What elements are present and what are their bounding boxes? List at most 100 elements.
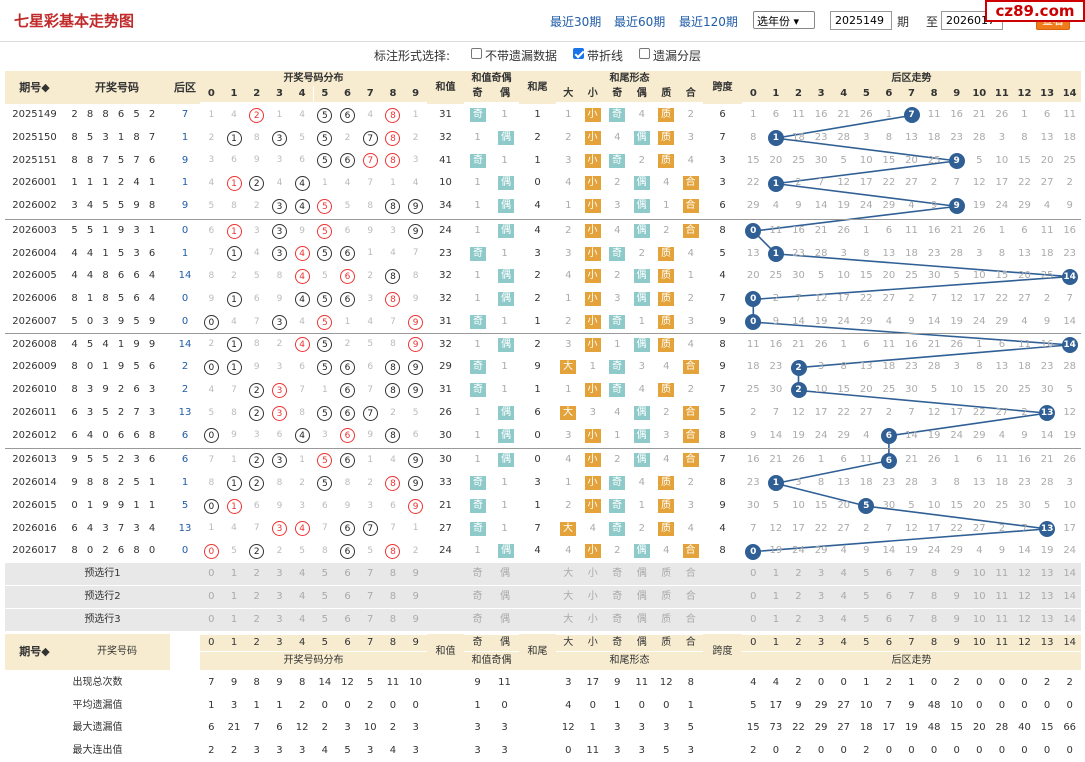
preselect-shape: 奇 xyxy=(612,568,623,579)
preselect-shape: 大 xyxy=(563,568,574,579)
tail-cell: 0 xyxy=(534,429,541,441)
sum-cell: 31 xyxy=(439,315,452,327)
preselect-back: 4 xyxy=(840,591,847,602)
tail-shape-tag: 合 xyxy=(682,453,699,468)
tail-shape-header: 和尾形态 xyxy=(556,71,703,86)
stat-dist: 4 xyxy=(321,744,329,756)
back-trend-miss: 13 xyxy=(905,131,918,143)
draw-digit: 1 xyxy=(117,338,125,350)
back-trend-miss: 2 xyxy=(1021,406,1028,418)
from-period-input[interactable]: 2025149 xyxy=(830,11,892,30)
back-trend-miss: 12 xyxy=(905,522,918,534)
stat-shape: 3 xyxy=(663,722,670,733)
back-trend-miss: 2 xyxy=(998,522,1006,534)
period-header[interactable]: 期号◆ xyxy=(5,71,64,104)
tail-shape-tag: 小 xyxy=(584,428,601,443)
draw-digit: 1 xyxy=(102,247,109,259)
dist-ball: 6 xyxy=(231,155,237,166)
dist-ball: 6 xyxy=(340,107,356,123)
dist-ball: 8 xyxy=(299,407,305,418)
dist-ball: 1 xyxy=(390,178,396,189)
link-recent-120[interactable]: 最近120期 xyxy=(679,15,738,29)
preselect-back: 12 xyxy=(1018,614,1031,625)
preselect-dist: 6 xyxy=(344,591,351,602)
back-trend-miss: 20 xyxy=(837,499,851,511)
dist-ball: 9 xyxy=(408,382,424,398)
span-cell: 6 xyxy=(719,200,726,211)
draw-digit: 8 xyxy=(102,477,109,488)
back-digit-header: 11 xyxy=(990,86,1014,102)
tail-shape-tag: 偶 xyxy=(633,337,650,352)
stat-back: 27 xyxy=(837,699,851,711)
link-recent-60[interactable]: 最近60期 xyxy=(614,15,666,29)
span-cell: 5 xyxy=(719,406,726,418)
stat-back: 10 xyxy=(950,699,964,711)
dist-ball: 1 xyxy=(344,316,351,327)
dist-ball: 5 xyxy=(412,407,419,418)
tail-shape-tag: 合 xyxy=(682,223,699,238)
preselect-dist: 8 xyxy=(389,591,397,602)
back-trend-miss: 21 xyxy=(769,454,783,466)
preselect-back: 2 xyxy=(795,591,802,602)
draw-digit: 4 xyxy=(148,293,156,304)
preselect-dist: 5 xyxy=(321,568,329,579)
dist-ball: 2 xyxy=(412,132,419,143)
preselect-row[interactable] xyxy=(5,609,1081,631)
tail-shape-miss: 4 xyxy=(614,406,621,418)
tail-shape-miss: 4 xyxy=(614,224,621,236)
stat-dist: 0 xyxy=(412,699,419,711)
back-trend-miss: 22 xyxy=(972,406,986,418)
back-trend-miss: 3 xyxy=(953,361,960,373)
footer-dist-digit: 9 xyxy=(404,635,427,651)
preselect-back: 6 xyxy=(885,614,893,625)
preselect-row[interactable] xyxy=(5,586,1081,608)
option-no-miss-label: 不带遗漏数据 xyxy=(485,49,558,63)
preselect-dist: 5 xyxy=(321,614,329,625)
stat-shape: 1 xyxy=(687,699,694,711)
tail-shape-tag: 奇 xyxy=(609,108,625,122)
tail-shape-miss: 4 xyxy=(589,522,596,534)
dist-ball: 4 xyxy=(253,248,260,259)
checkbox-polyline[interactable] xyxy=(573,48,584,59)
sum-oe-miss: 1 xyxy=(474,177,481,189)
preselect-row[interactable] xyxy=(5,563,1081,585)
back-trend-ball: 0 xyxy=(745,314,762,331)
back-trend-miss: 15 xyxy=(746,154,760,166)
preselect-shape: 小 xyxy=(587,568,598,579)
checkbox-no-miss[interactable] xyxy=(471,48,482,59)
link-recent-30[interactable]: 最近30期 xyxy=(550,15,602,29)
stat-shape: 3 xyxy=(565,677,572,688)
preselect-dist: 0 xyxy=(208,568,215,579)
draw-digit: 4 xyxy=(71,338,78,350)
dist-ball: 2 xyxy=(412,546,419,557)
checkbox-miss-layer[interactable] xyxy=(639,48,650,59)
back-trend-miss: 19 xyxy=(814,315,828,327)
back-trend-miss: 17 xyxy=(814,406,828,418)
preselect-dist: 3 xyxy=(276,614,283,625)
tail-shape-tag: 偶 xyxy=(633,199,650,213)
footer-shape-sub: 合 xyxy=(678,635,703,651)
dist-ball: 1 xyxy=(226,291,242,307)
preselect-back: 13 xyxy=(1040,614,1054,625)
stat-shape: 0 xyxy=(638,699,645,711)
period-cell: 2025151 xyxy=(12,154,57,166)
stat-oe: 3 xyxy=(501,744,508,756)
dist-ball: 3 xyxy=(367,293,374,304)
dist-ball: 5 xyxy=(317,314,333,330)
tail-shape-miss: 4 xyxy=(687,247,694,259)
draw-digit: 4 xyxy=(71,247,78,259)
back-trend-ball: 7 xyxy=(903,107,920,124)
back-trend-miss: 27 xyxy=(905,177,918,189)
tail-shape-tag: 偶 xyxy=(633,428,650,443)
back-trend-miss: 4 xyxy=(772,200,780,211)
tail-cell: 1 xyxy=(534,384,541,395)
dist-ball: 0 xyxy=(203,428,219,444)
year-select[interactable]: 选年份 ▾ xyxy=(753,11,815,29)
tail-shape-miss: 3 xyxy=(687,131,694,143)
footer-period-header[interactable]: 期号◆ xyxy=(5,634,64,670)
back-trend-miss: 3 xyxy=(840,247,847,259)
tail-shape-miss: 2 xyxy=(614,177,621,189)
back-trend-miss: 11 xyxy=(1018,338,1031,350)
draw-digit: 8 xyxy=(102,293,109,304)
dist-ball: 1 xyxy=(367,248,374,259)
